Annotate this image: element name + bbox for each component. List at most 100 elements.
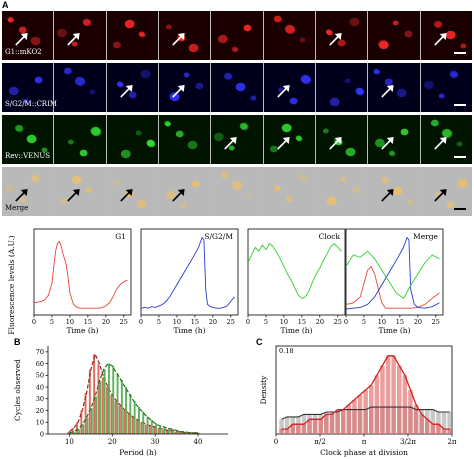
histogram-bar [90, 408, 93, 434]
histogram-bar [369, 385, 374, 434]
histogram-bar [185, 431, 187, 434]
cell-nucleus [433, 20, 442, 28]
x-tick-label: 25 [227, 318, 235, 326]
histogram-bar [296, 424, 301, 434]
histogram-bar [159, 425, 162, 434]
cell-nucleus [404, 30, 413, 38]
histogram-bar [144, 424, 147, 434]
image-frame [54, 167, 107, 216]
cell-nucleus [218, 34, 229, 44]
image-frame [2, 115, 55, 164]
y-tick-label: 40 [36, 383, 44, 391]
cell-nucleus [239, 122, 248, 130]
x-tick-label: 15 [396, 318, 404, 326]
cell-nucleus [233, 47, 239, 53]
cell-nucleus [356, 88, 365, 96]
cell-nucleus [164, 121, 171, 127]
cell-nucleus [165, 190, 176, 200]
y-axis-label: Cycles observed [13, 359, 22, 421]
strip-label: G1::mKO2 [5, 48, 42, 56]
x-tick-label: 2π [447, 438, 456, 446]
cell-nucleus [221, 171, 230, 179]
cell-nucleus [273, 15, 282, 23]
histogram-bar [290, 424, 295, 434]
frame-image [273, 15, 306, 43]
cell-nucleus [246, 193, 253, 199]
image-frame [107, 11, 159, 60]
cell-nucleus [165, 24, 172, 30]
y-tick-label: 70 [36, 348, 44, 356]
frame-image [273, 173, 308, 203]
histogram-bar [413, 404, 419, 434]
strip-sg2m: S/G2/M::CRIM [2, 63, 472, 112]
frame-image [163, 120, 198, 150]
histogram-bar [69, 432, 72, 434]
y-tick-label: 20 [36, 407, 44, 415]
frame-image [14, 124, 48, 153]
histogram-bar [116, 373, 119, 434]
scale-bar [454, 52, 466, 54]
cell-nucleus [8, 86, 19, 96]
scale-bar [454, 208, 466, 210]
x-tick-label: π [362, 438, 367, 446]
arrow-head-icon [387, 137, 394, 144]
x-tick-label: 10 [173, 318, 181, 326]
cell-nucleus [458, 179, 469, 189]
histogram-bar [97, 363, 100, 434]
cell-nucleus [277, 87, 284, 93]
cell-nucleus [75, 76, 85, 86]
histogram-bar [402, 375, 408, 434]
cell-nucleus [57, 28, 68, 38]
x-tick-label: 20 [102, 318, 110, 326]
timecourse-charts: Fluorescence levels (A.U.) 0 5 10 15 20 25 Tim… [7, 228, 444, 335]
series-line [345, 236, 440, 310]
cell-nucleus [233, 181, 243, 191]
histogram-bar [163, 427, 166, 434]
cell-nucleus [396, 88, 407, 98]
image-frame [2, 63, 55, 112]
cell-nucleus [269, 145, 278, 153]
y-tick-label: 30 [36, 395, 44, 403]
cell-nucleus [191, 180, 200, 188]
histogram-bar [183, 432, 186, 434]
cell-nucleus [18, 26, 27, 34]
cell-nucleus [442, 129, 453, 139]
strip-g1: G1::mKO2 [2, 11, 472, 60]
x-tick-label: 5 [157, 318, 161, 326]
histogram-bar [129, 394, 132, 434]
x-axis-label: Time (h) [280, 326, 312, 335]
cell-nucleus [128, 91, 137, 99]
cell-nucleus [337, 39, 346, 47]
image-frame [368, 167, 421, 216]
x-tick-label: 20 [414, 318, 422, 326]
cell-nucleus [250, 95, 257, 101]
histogram-bar [146, 416, 149, 434]
histogram-bar [106, 387, 108, 434]
x-tick-label: 10 [378, 318, 386, 326]
x-tick-label: 10 [66, 318, 74, 326]
image-frame [211, 167, 264, 216]
cell-nucleus [344, 78, 351, 84]
x-tick-label: 25 [334, 318, 342, 326]
cell-nucleus [15, 125, 24, 133]
strip-frames [2, 167, 472, 216]
cell-nucleus [352, 186, 361, 194]
cell-nucleus [22, 98, 29, 104]
frame-image [168, 72, 204, 102]
frame-image [221, 171, 253, 199]
frame-image [276, 74, 312, 105]
image-frame [316, 115, 369, 164]
frame-image [375, 128, 409, 157]
plot-frame [33, 228, 132, 316]
arrow-head-icon [387, 189, 394, 196]
histogram-bar [161, 429, 164, 434]
frame-image [112, 19, 146, 49]
histogram-bar [318, 419, 323, 434]
image-frame [264, 63, 316, 112]
cell-nucleus [390, 151, 396, 157]
cell-nucleus [82, 18, 91, 26]
cell-nucleus [382, 177, 391, 185]
histogram-bar [346, 404, 352, 434]
x-tick-label: 0 [32, 318, 36, 326]
x-tick-label: 0 [344, 318, 348, 326]
